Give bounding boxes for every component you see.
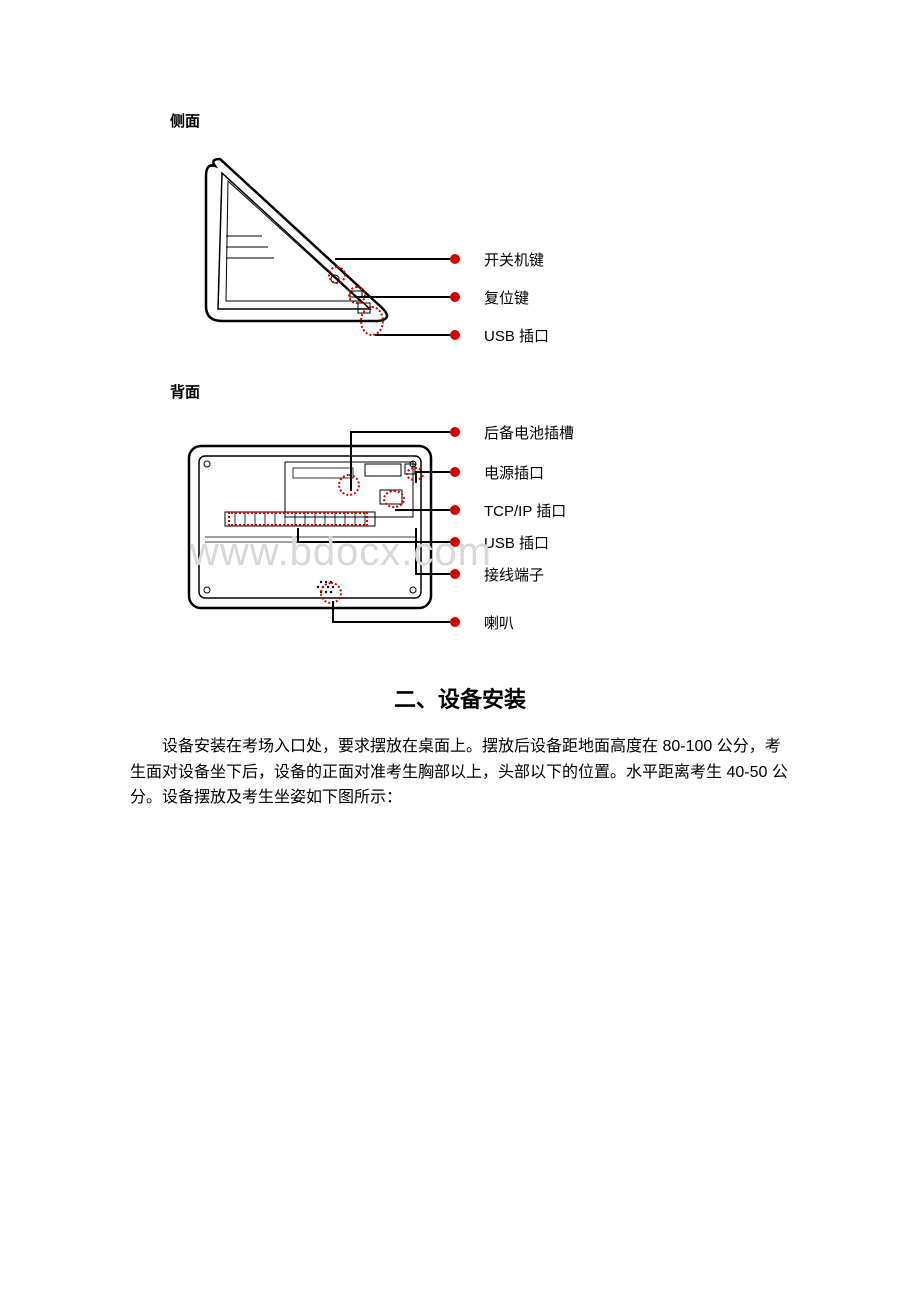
callout-row: 接线端子 xyxy=(415,564,460,584)
callout-row: 喇叭 xyxy=(332,612,460,632)
callout-dot-icon xyxy=(450,254,460,264)
side-view-label: 侧面 xyxy=(170,110,810,131)
back-view-diagram: 后备电池插槽电源插口TCP/IP 插口USB 插口接线端子喇叭 xyxy=(110,412,810,652)
callout-label: USB 插口 xyxy=(484,532,549,553)
callout-label: 后备电池插槽 xyxy=(484,422,574,443)
callout-label: 接线端子 xyxy=(484,564,544,585)
highlight-marker xyxy=(320,582,342,604)
callout-dot-icon xyxy=(450,569,460,579)
callout-dot-icon xyxy=(450,467,460,477)
highlight-marker xyxy=(338,474,360,496)
side-view-diagram: 开关机键复位键 USB 插口 xyxy=(110,141,810,361)
callout-row: 复位键 xyxy=(355,287,460,307)
callout-dot-icon xyxy=(450,537,460,547)
back-view-label: 背面 xyxy=(170,381,810,402)
highlight-marker xyxy=(228,512,368,526)
device-back-outline xyxy=(185,442,435,612)
callout-label: 电源插口 xyxy=(484,462,544,483)
callout-dot-icon xyxy=(450,505,460,515)
callout-label: TCP/IP 插口 xyxy=(484,500,566,521)
callout-row: 后备电池插槽 xyxy=(350,422,460,442)
callout-dot-icon xyxy=(450,292,460,302)
callout-row: USB 插口 xyxy=(375,325,460,345)
callout-row: TCP/IP 插口 xyxy=(395,500,460,520)
callout-row: USB 插口 xyxy=(297,532,460,552)
callout-label: 喇叭 xyxy=(484,612,514,633)
body-paragraph: 设备安装在考场入口处，要求摆放在桌面上。摆放后设备距地面高度在 80-100 公… xyxy=(130,734,790,811)
callout-row: 电源插口 xyxy=(415,462,460,482)
callout-label: 开关机键 xyxy=(484,249,544,270)
callout-label: USB 插口 xyxy=(484,325,549,346)
callout-dot-icon xyxy=(450,330,460,340)
section-heading: 二、设备安装 xyxy=(110,682,810,714)
callout-dot-icon xyxy=(450,427,460,437)
callout-row: 开关机键 xyxy=(335,249,460,269)
callout-dot-icon xyxy=(450,617,460,627)
callout-label: 复位键 xyxy=(484,287,529,308)
